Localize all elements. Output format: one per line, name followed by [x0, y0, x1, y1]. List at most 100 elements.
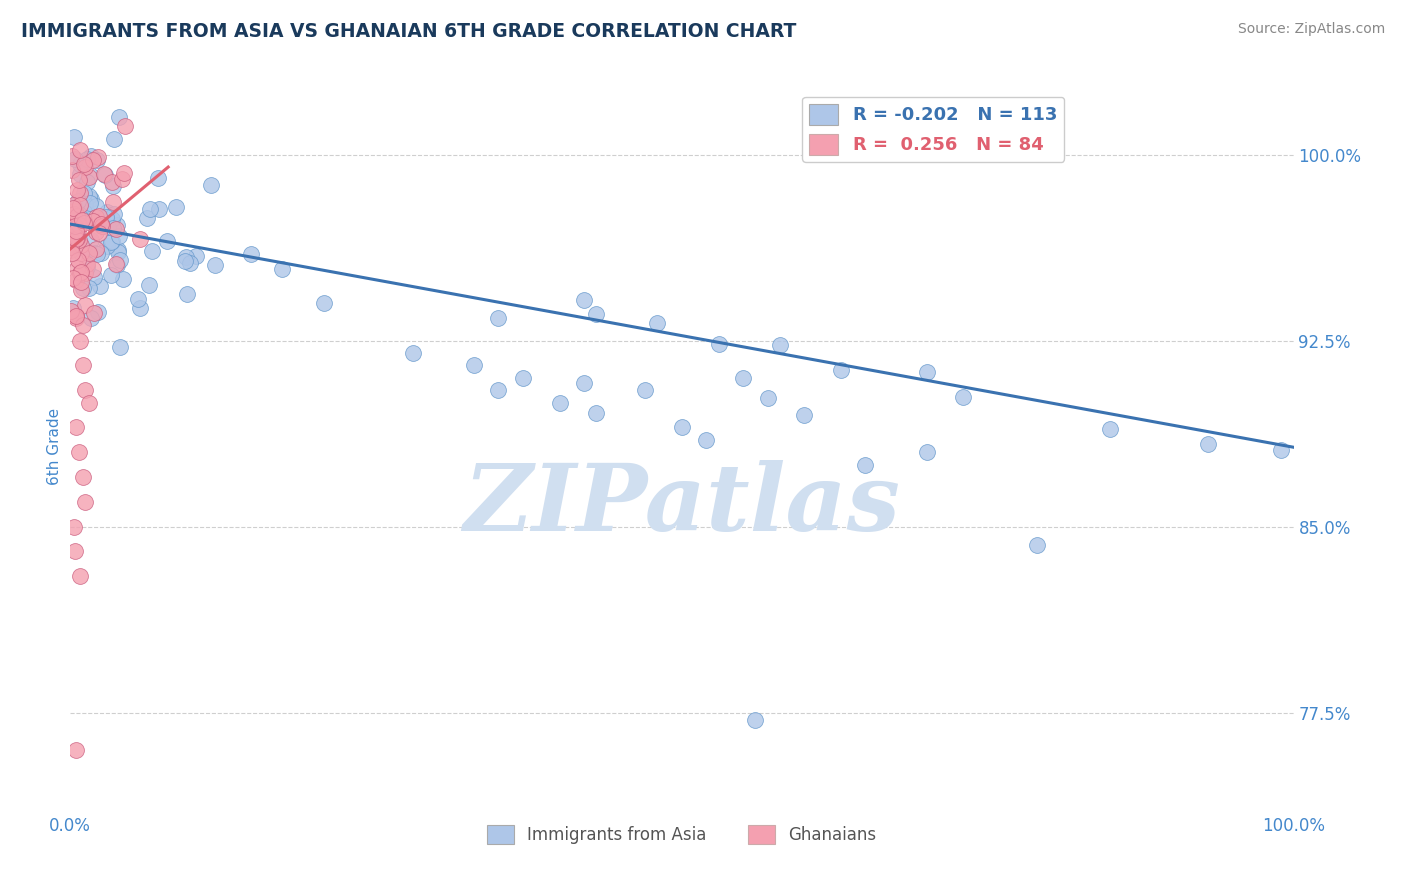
- Point: [91, 219, 114, 233]
- Point: [94, 168, 117, 182]
- Point: [80, 149, 103, 163]
- Point: [572, 293, 595, 308]
- Point: [176, 287, 198, 301]
- Point: [80, 311, 103, 326]
- Point: [108, 340, 131, 354]
- Point: [1025, 538, 1047, 552]
- Point: [63, 204, 86, 219]
- Point: [87, 209, 110, 223]
- Point: [77, 395, 100, 409]
- Point: [77, 169, 100, 184]
- Legend: Immigrants from Asia, Ghanaians: Immigrants from Asia, Ghanaians: [481, 818, 883, 851]
- Point: [179, 256, 201, 270]
- Point: [69, 186, 91, 200]
- Point: [80, 192, 103, 206]
- Point: [101, 234, 124, 248]
- Point: [66, 231, 89, 245]
- Point: [96, 204, 118, 219]
- Point: [87, 305, 110, 319]
- Point: [70, 246, 93, 260]
- Point: [312, 296, 335, 310]
- Point: [76, 260, 98, 275]
- Point: [94, 210, 117, 224]
- Point: [84, 225, 107, 239]
- Point: [1270, 442, 1292, 457]
- Point: [76, 152, 98, 166]
- Point: [63, 519, 86, 533]
- Point: [72, 359, 94, 373]
- Point: [103, 220, 125, 235]
- Point: [793, 408, 815, 422]
- Point: [65, 223, 87, 237]
- Point: [62, 306, 84, 320]
- Point: [174, 251, 197, 265]
- Point: [204, 259, 226, 273]
- Point: [72, 280, 94, 294]
- Point: [67, 445, 90, 459]
- Text: Source: ZipAtlas.com: Source: ZipAtlas.com: [1237, 22, 1385, 37]
- Point: [97, 220, 120, 235]
- Point: [65, 309, 87, 323]
- Point: [73, 383, 96, 397]
- Point: [107, 229, 129, 244]
- Point: [76, 257, 98, 271]
- Point: [707, 336, 730, 351]
- Point: [60, 162, 83, 177]
- Point: [66, 219, 89, 234]
- Point: [65, 232, 87, 246]
- Point: [756, 391, 779, 405]
- Point: [200, 178, 222, 192]
- Point: [73, 186, 96, 201]
- Point: [69, 569, 91, 583]
- Point: [86, 246, 108, 260]
- Point: [60, 244, 83, 258]
- Point: [139, 202, 162, 216]
- Point: [59, 240, 82, 254]
- Point: [93, 167, 115, 181]
- Point: [65, 309, 87, 323]
- Point: [111, 171, 134, 186]
- Point: [84, 246, 107, 260]
- Point: [100, 211, 122, 226]
- Point: [138, 278, 160, 293]
- Point: [647, 316, 669, 330]
- Point: [585, 307, 607, 321]
- Point: [915, 445, 938, 459]
- Point: [66, 209, 89, 223]
- Point: [79, 215, 101, 229]
- Point: [101, 178, 124, 193]
- Point: [70, 283, 93, 297]
- Point: [69, 266, 91, 280]
- Point: [112, 272, 135, 286]
- Point: [915, 364, 938, 378]
- Point: [107, 244, 129, 259]
- Point: [73, 197, 96, 211]
- Point: [63, 219, 86, 234]
- Point: [73, 266, 96, 280]
- Point: [82, 153, 104, 167]
- Point: [66, 261, 89, 276]
- Point: [67, 173, 90, 187]
- Point: [69, 198, 91, 212]
- Point: [671, 420, 693, 434]
- Point: [69, 206, 91, 220]
- Point: [103, 194, 125, 209]
- Point: [84, 242, 107, 256]
- Point: [69, 334, 91, 348]
- Point: [733, 371, 755, 385]
- Point: [69, 237, 91, 252]
- Point: [402, 346, 425, 360]
- Point: [62, 198, 84, 212]
- Point: [103, 207, 125, 221]
- Point: [855, 458, 877, 472]
- Point: [65, 310, 87, 325]
- Y-axis label: 6th Grade: 6th Grade: [46, 408, 62, 484]
- Point: [100, 235, 122, 250]
- Point: [67, 194, 90, 208]
- Point: [83, 306, 105, 320]
- Point: [60, 239, 83, 253]
- Point: [66, 217, 89, 231]
- Point: [488, 311, 510, 326]
- Point: [63, 544, 86, 558]
- Point: [271, 262, 294, 277]
